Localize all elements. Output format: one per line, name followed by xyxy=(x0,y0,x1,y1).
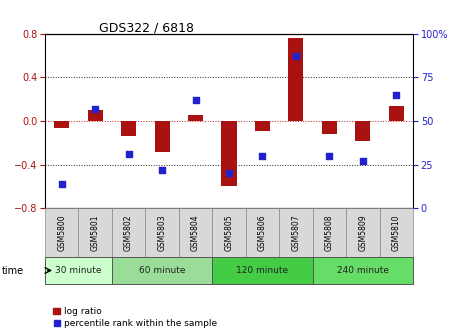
Point xyxy=(92,106,99,112)
Text: GSM5803: GSM5803 xyxy=(158,214,167,251)
Bar xyxy=(346,208,379,257)
Point xyxy=(158,167,166,173)
Text: time: time xyxy=(2,266,24,276)
Bar xyxy=(179,208,212,257)
Bar xyxy=(45,208,79,257)
Bar xyxy=(279,208,313,257)
Point xyxy=(225,171,233,176)
Point xyxy=(58,181,65,186)
Bar xyxy=(88,110,103,121)
Bar xyxy=(322,121,337,134)
Bar xyxy=(112,257,212,284)
Bar xyxy=(313,208,346,257)
Bar xyxy=(79,208,112,257)
Bar xyxy=(212,208,246,257)
Legend: log ratio, percentile rank within the sample: log ratio, percentile rank within the sa… xyxy=(49,303,220,332)
Point xyxy=(259,153,266,159)
Text: GSM5801: GSM5801 xyxy=(91,214,100,251)
Bar xyxy=(246,208,279,257)
Bar xyxy=(255,121,270,131)
Bar xyxy=(112,208,145,257)
Text: 240 minute: 240 minute xyxy=(337,266,389,275)
Text: 60 minute: 60 minute xyxy=(139,266,185,275)
Text: GSM5806: GSM5806 xyxy=(258,214,267,251)
Bar xyxy=(313,257,413,284)
Bar xyxy=(154,121,170,152)
Text: 120 minute: 120 minute xyxy=(236,266,289,275)
Bar xyxy=(379,208,413,257)
Text: GSM5807: GSM5807 xyxy=(291,214,300,251)
Bar xyxy=(221,121,237,186)
Text: GSM5810: GSM5810 xyxy=(392,214,401,251)
Bar xyxy=(45,257,112,284)
Point xyxy=(192,97,199,103)
Bar xyxy=(389,106,404,121)
Bar xyxy=(121,121,136,136)
Bar xyxy=(54,121,69,127)
Text: GSM5808: GSM5808 xyxy=(325,214,334,251)
Text: GSM5809: GSM5809 xyxy=(358,214,367,251)
Text: GSM5804: GSM5804 xyxy=(191,214,200,251)
Text: GSM5800: GSM5800 xyxy=(57,214,66,251)
Text: GSM5802: GSM5802 xyxy=(124,214,133,251)
Point xyxy=(292,54,299,59)
Point xyxy=(359,159,366,164)
Point xyxy=(326,153,333,159)
Point xyxy=(125,152,132,157)
Bar xyxy=(288,38,304,121)
Bar xyxy=(145,208,179,257)
Bar xyxy=(188,116,203,121)
Text: 30 minute: 30 minute xyxy=(55,266,101,275)
Bar xyxy=(355,121,370,140)
Bar xyxy=(212,257,313,284)
Text: GDS322 / 6818: GDS322 / 6818 xyxy=(99,22,194,35)
Text: GSM5805: GSM5805 xyxy=(224,214,233,251)
Point xyxy=(393,92,400,97)
